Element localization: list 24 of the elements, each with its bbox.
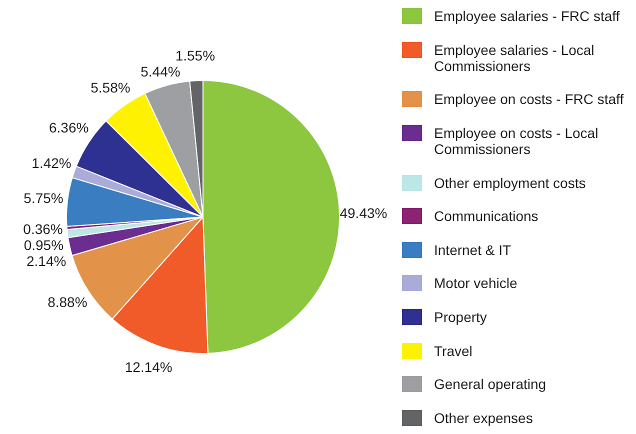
legend-label: Property <box>434 309 487 325</box>
legend-label: Employee on costs - Local Commissioners <box>434 124 600 157</box>
legend-label: Employee salaries - FRC staff <box>434 8 620 24</box>
data-label: 1.55% <box>175 48 216 64</box>
data-label: 6.36% <box>49 120 89 136</box>
data-label: 2.14% <box>26 252 66 269</box>
legend-label: Other expenses <box>434 410 533 426</box>
legend-label: General operating <box>434 376 546 392</box>
legend-label: Internet & IT <box>434 242 512 258</box>
legend-label: Other employment costs <box>434 174 586 190</box>
data-label: 5.44% <box>140 64 180 80</box>
data-label: 8.88% <box>48 294 88 310</box>
data-label: 0.95% <box>24 236 64 253</box>
data-label: 5.58% <box>90 80 130 96</box>
data-label: 0.36% <box>23 220 63 237</box>
legend-label: Communications <box>434 208 538 224</box>
data-label: 12.14% <box>124 358 172 375</box>
data-label: 5.75% <box>24 190 64 206</box>
data-label: 49.43% <box>340 204 388 221</box>
legend-label: Employee salaries - Local Commissioners <box>434 42 596 74</box>
data-label: 1.42% <box>32 154 72 171</box>
legend-label: Travel <box>434 342 472 359</box>
legend-label: Employee on costs - FRC staff <box>434 91 624 108</box>
legend-label: Motor vehicle <box>434 275 518 292</box>
